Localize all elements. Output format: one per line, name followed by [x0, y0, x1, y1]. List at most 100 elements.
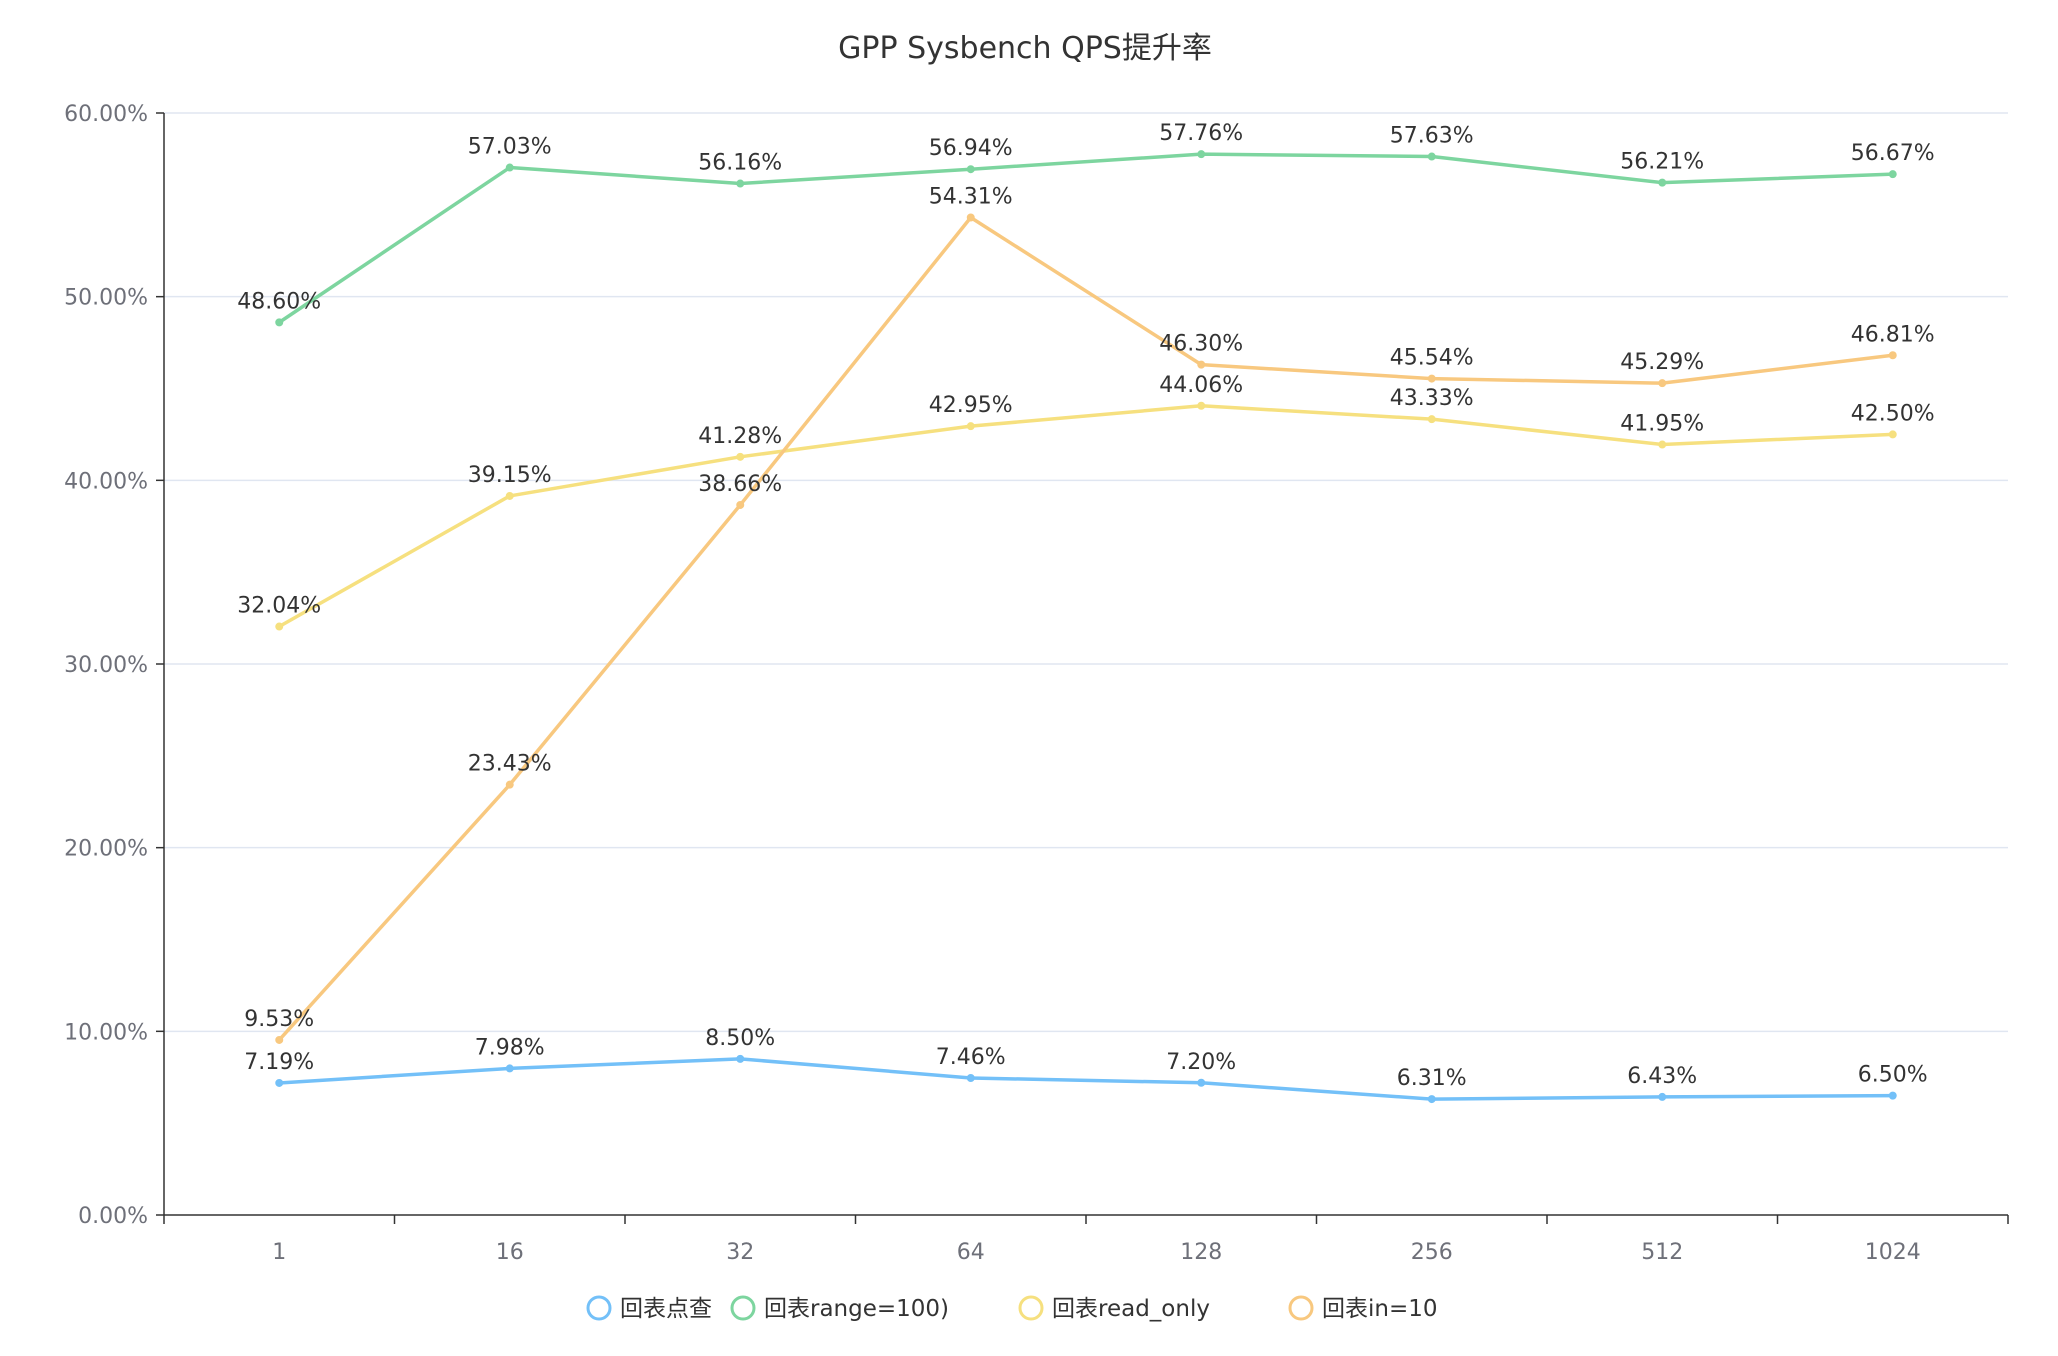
data-label: 6.31% — [1397, 1066, 1467, 1091]
data-label: 48.60% — [237, 289, 321, 314]
data-label: 57.03% — [468, 135, 552, 160]
data-label: 8.50% — [705, 1026, 775, 1051]
x-tick-label: 1 — [272, 1240, 286, 1265]
data-point[interactable] — [1427, 415, 1436, 424]
data-label: 38.66% — [698, 472, 782, 497]
x-tick-label: 128 — [1180, 1240, 1222, 1265]
label-layer: 7.19% 7.98% 8.50% 7.46% 7.20% 6.31% 6.43% 6.50%… — [237, 121, 1934, 1091]
data-point[interactable] — [966, 422, 975, 431]
y-tick-label: 50.00% — [64, 286, 148, 311]
data-point[interactable] — [275, 318, 284, 327]
x-tick-label: 1024 — [1865, 1240, 1921, 1265]
data-label: 23.43% — [468, 752, 552, 777]
data-point[interactable] — [966, 1073, 975, 1082]
data-label: 7.46% — [936, 1045, 1006, 1070]
series-line-3 — [277, 404, 1895, 629]
data-point[interactable] — [736, 179, 745, 188]
data-label: 54.31% — [929, 185, 1013, 210]
data-point[interactable] — [1888, 170, 1897, 179]
data-point[interactable] — [1427, 152, 1436, 161]
legend-item-1[interactable]: 回表点查 — [586, 1295, 712, 1322]
data-point[interactable] — [1427, 374, 1436, 383]
data-label: 41.95% — [1620, 412, 1704, 437]
data-point[interactable] — [275, 1078, 284, 1087]
y-tick-label: 0.00% — [78, 1204, 148, 1229]
legend-marker-icon — [730, 1295, 756, 1321]
data-point[interactable] — [1658, 440, 1667, 449]
data-label: 42.95% — [929, 393, 1013, 418]
y-tick-label: 60.00% — [64, 102, 148, 127]
data-label: 56.94% — [929, 136, 1013, 161]
data-point[interactable] — [966, 213, 975, 222]
data-label: 6.43% — [1627, 1064, 1697, 1089]
data-point[interactable] — [1888, 430, 1897, 439]
data-point[interactable] — [1197, 150, 1206, 159]
data-point[interactable] — [505, 780, 514, 789]
data-point[interactable] — [966, 165, 975, 174]
data-point[interactable] — [1427, 1095, 1436, 1104]
legend-label: 回表read_only — [1052, 1296, 1210, 1322]
legend-label: 回表点查 — [620, 1296, 712, 1322]
legend-item-3[interactable]: 回表read_only — [1018, 1295, 1210, 1322]
legend-label: 回表in=10 — [1322, 1296, 1438, 1322]
y-tick-label: 20.00% — [64, 837, 148, 862]
data-point[interactable] — [736, 500, 745, 509]
data-label: 41.28% — [698, 424, 782, 449]
data-point[interactable] — [1888, 1091, 1897, 1100]
data-label: 43.33% — [1390, 386, 1474, 411]
data-point[interactable] — [736, 1054, 745, 1063]
data-label: 45.54% — [1390, 346, 1474, 371]
data-point[interactable] — [1658, 379, 1667, 388]
legend-marker-icon — [1018, 1295, 1044, 1321]
x-tick-label: 32 — [726, 1240, 754, 1265]
data-point[interactable] — [505, 1064, 514, 1073]
data-label: 7.98% — [475, 1035, 545, 1060]
data-point[interactable] — [505, 163, 514, 172]
data-label: 44.06% — [1159, 373, 1243, 398]
data-point[interactable] — [1658, 178, 1667, 187]
data-label: 32.04% — [237, 594, 321, 619]
legend[interactable]: 回表点查 回表range=100) 回表read_only 回表in=10 — [586, 1295, 1438, 1322]
data-label: 9.53% — [244, 1007, 314, 1032]
data-point[interactable] — [1197, 1078, 1206, 1087]
series-line-2 — [277, 152, 1895, 325]
data-label: 7.20% — [1166, 1050, 1236, 1075]
data-point[interactable] — [1197, 360, 1206, 369]
data-label: 7.19% — [244, 1050, 314, 1075]
legend-item-4[interactable]: 回表in=10 — [1288, 1295, 1438, 1322]
legend-label: 回表range=100) — [764, 1296, 949, 1322]
series-layer — [275, 150, 1897, 1104]
grid-layer — [164, 112, 2008, 1033]
data-label: 39.15% — [468, 463, 552, 488]
data-point[interactable] — [505, 491, 514, 500]
y-tick-label: 40.00% — [64, 469, 148, 494]
axis-layer: 0.00% 10.00% 20.00% 30.00% 40.00% 50.00% 60.00… — [64, 102, 2009, 1265]
data-point[interactable] — [736, 452, 745, 461]
x-tick-label: 256 — [1411, 1240, 1453, 1265]
data-label: 56.21% — [1620, 150, 1704, 175]
data-point[interactable] — [275, 1035, 284, 1044]
chart-title: GPP Sysbench QPS提升率 — [838, 31, 1212, 66]
legend-marker-icon — [1288, 1295, 1314, 1321]
data-label: 46.81% — [1851, 322, 1935, 347]
data-label: 56.16% — [698, 151, 782, 176]
x-tick-label: 512 — [1641, 1240, 1683, 1265]
y-tick-label: 10.00% — [64, 1020, 148, 1045]
data-label: 56.67% — [1851, 141, 1935, 166]
data-point[interactable] — [1197, 401, 1206, 410]
data-label: 57.63% — [1390, 124, 1474, 149]
y-tick-label: 30.00% — [64, 653, 148, 678]
data-label: 6.50% — [1858, 1063, 1928, 1088]
data-label: 45.29% — [1620, 350, 1704, 375]
x-tick-label: 16 — [496, 1240, 524, 1265]
series-line-4 — [277, 215, 1895, 1042]
legend-item-2[interactable]: 回表range=100) — [730, 1295, 949, 1322]
data-point[interactable] — [1658, 1092, 1667, 1101]
data-label: 42.50% — [1851, 401, 1935, 426]
series-line-1 — [277, 1057, 1895, 1101]
data-label: 46.30% — [1159, 332, 1243, 357]
data-point[interactable] — [1888, 351, 1897, 360]
data-point[interactable] — [275, 622, 284, 631]
